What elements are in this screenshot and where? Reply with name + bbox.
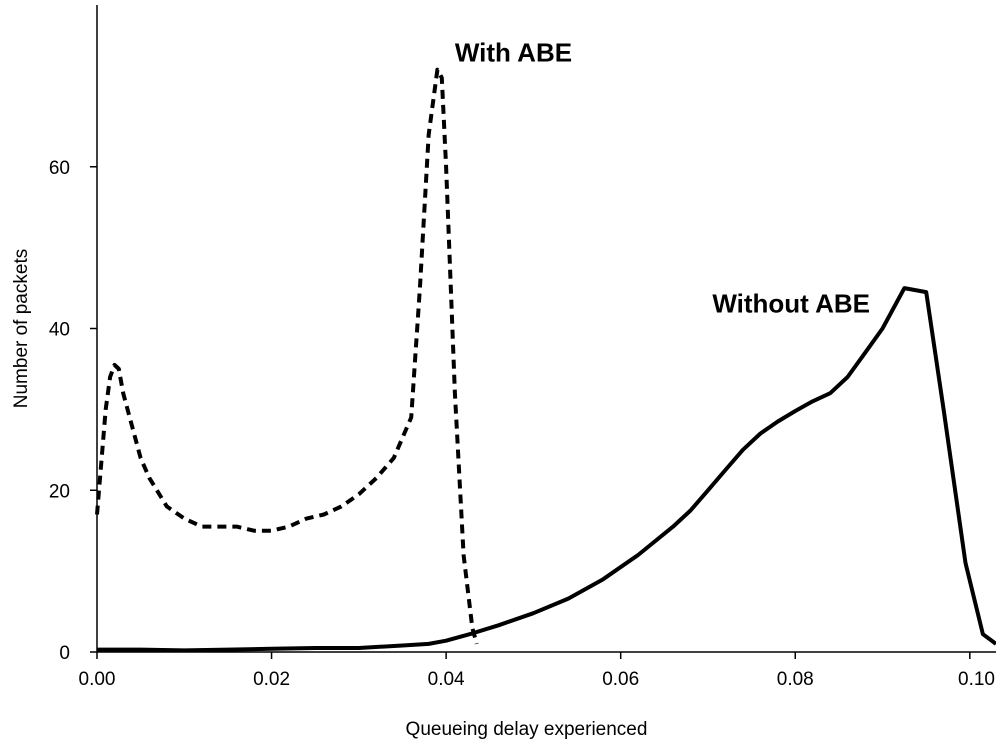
series-line-with-abe xyxy=(95,67,479,645)
x-tick-label: 0.10 xyxy=(958,669,995,690)
x-tick-label: 0.04 xyxy=(428,669,465,690)
y-axis-title: Number of packets xyxy=(11,249,32,408)
annotations: With ABE Without ABE xyxy=(455,38,870,319)
x-axis-title: Queueing delay experienced xyxy=(406,719,648,740)
x-tick-label: 0.00 xyxy=(79,669,116,690)
y-tick-label: 0 xyxy=(59,643,70,664)
series-line-without-abe xyxy=(97,286,996,653)
series-lines xyxy=(95,67,996,653)
axes: 0 20 40 60 0.00 0.02 0.04 0.06 0.08 0.10 xyxy=(49,5,996,690)
y-tick-label: 60 xyxy=(49,158,70,179)
x-tick-label: 0.06 xyxy=(602,669,639,690)
y-tick-label: 20 xyxy=(49,481,70,502)
x-tick-label: 0.02 xyxy=(253,669,290,690)
annotation-without-abe: Without ABE xyxy=(712,288,870,318)
y-tick-label: 40 xyxy=(49,320,70,341)
annotation-with-abe: With ABE xyxy=(455,38,572,68)
x-tick-label: 0.08 xyxy=(777,669,814,690)
